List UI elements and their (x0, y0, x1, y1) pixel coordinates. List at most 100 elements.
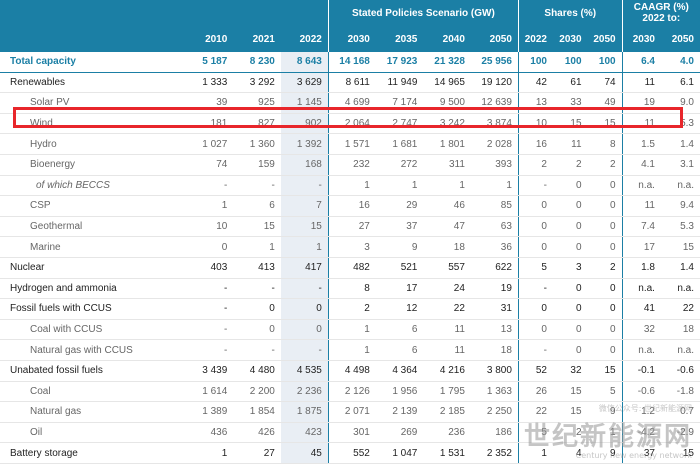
table-cell: 100 (587, 52, 623, 73)
table-cell: 1 (587, 422, 623, 444)
table-cell: 1 875 (280, 401, 329, 423)
table-cell: 3 439 (185, 360, 234, 382)
row-label: Unabated fossil fuels (0, 360, 186, 382)
table-cell: -1.8 (660, 381, 700, 403)
table-cell: 0 (587, 319, 623, 341)
table-cell: 1.5 (621, 133, 661, 155)
table-cell: 1 (423, 175, 471, 197)
table-cell: 168 (280, 154, 329, 176)
row-label: Natural gas with CCUS (0, 339, 186, 361)
table-cell: 31 (470, 298, 519, 320)
table-cell: 1 531 (423, 442, 471, 464)
table-cell: 5 (517, 257, 553, 279)
table-cell: 7 (280, 195, 329, 217)
table-cell: 2 200 (233, 381, 281, 403)
table-cell: 15 (233, 216, 281, 238)
table-cell: 85 (470, 195, 519, 217)
table-cell: 74 (185, 154, 234, 176)
share-year-header: 2030 (552, 26, 588, 52)
table-cell: 15 (660, 442, 700, 464)
table-cell: 37 (375, 216, 424, 238)
table-row: CSP 1 6 7 16 29 46 85 0 0 0 11 9.4 (0, 195, 700, 217)
table-cell: - (233, 339, 281, 361)
table-cell: 11 (423, 319, 471, 341)
table-cell: 42 (517, 72, 553, 94)
table-cell: 0 (517, 319, 553, 341)
table-cell: 25 956 (470, 52, 519, 73)
table-cell: 557 (423, 257, 471, 279)
table-cell: 1 333 (185, 72, 234, 94)
table-cell: - (185, 278, 234, 300)
table-cell: 232 (327, 154, 376, 176)
row-label: Total capacity (0, 52, 186, 73)
table-cell: 0 (587, 298, 623, 320)
table-cell: 2 (327, 298, 376, 320)
table-cell: 21 328 (423, 52, 471, 73)
table-cell: - (280, 175, 329, 197)
table-cell: 3 (552, 257, 588, 279)
table-cell: 1 (375, 175, 424, 197)
table-cell: 5 187 (185, 52, 234, 73)
table-cell: 0 (233, 319, 281, 341)
table-cell: 2 (552, 154, 588, 176)
row-label: Oil (0, 422, 186, 444)
table-cell: 10 (517, 113, 553, 135)
table-cell: 0 (517, 216, 553, 238)
table-cell: 2 071 (327, 401, 376, 423)
table-cell: 19 (621, 92, 661, 114)
table-cell: 11 (621, 113, 661, 135)
row-label: Coal with CCUS (0, 319, 186, 341)
table-cell: 2 028 (470, 133, 519, 155)
table-cell: 1 027 (185, 133, 234, 155)
table-cell: 7.4 (621, 216, 661, 238)
table-cell: 0 (280, 319, 329, 341)
year-header: 2050 (470, 26, 519, 52)
row-label: Renewables (0, 72, 186, 94)
table-cell: 3 (327, 236, 376, 258)
table-cell: 15 (587, 360, 623, 382)
table-row: Battery storage 1 27 45 552 1 047 1 531 2 352 1 4… (0, 442, 700, 464)
table-cell: 18 (660, 319, 700, 341)
table-cell: 37 (621, 442, 661, 464)
table-cell: - (185, 175, 234, 197)
scenario-header: Stated Policies Scenario (GW) (327, 0, 519, 26)
table-cell: 1 363 (470, 381, 519, 403)
table-cell: 6.1 (660, 72, 700, 94)
table-row: Geothermal 10 15 15 27 37 47 63 0 0 0 7.4 5.3 (0, 216, 700, 238)
table-cell: 417 (280, 257, 329, 279)
table-cell: 186 (470, 422, 519, 444)
table-cell: 902 (280, 113, 329, 135)
table-cell: 1 (185, 195, 234, 217)
table-cell: 0 (552, 298, 588, 320)
table-cell: 26 (517, 381, 553, 403)
table-cell: 2 (587, 154, 623, 176)
table-cell: 0 (185, 236, 234, 258)
table-cell: 11 (423, 339, 471, 361)
table-cell: 413 (233, 257, 281, 279)
table-cell: 11 949 (375, 72, 424, 94)
table-row: Wind 181 827 902 2 064 2 747 3 242 3 874 10 15 15 1… (0, 113, 700, 135)
table-cell: 0 (552, 216, 588, 238)
table-cell: 2 747 (375, 113, 424, 135)
table-row: Bioenergy 74 159 168 232 272 311 393 2 2 2 4.1 3.1 (0, 154, 700, 176)
table-cell: 269 (375, 422, 424, 444)
table-cell: 0 (587, 195, 623, 217)
table-cell: 1 (280, 236, 329, 258)
table-cell: 1 795 (423, 381, 471, 403)
table-row: Renewables 1 333 3 292 3 629 8 611 11 949 14 9… (0, 72, 700, 94)
table-cell: 0 (517, 298, 553, 320)
table-cell: - (185, 298, 234, 320)
table-cell: 13 (470, 319, 519, 341)
table-cell: 1 360 (233, 133, 281, 155)
table-cell: 9 (587, 442, 623, 464)
table-cell: 12 639 (470, 92, 519, 114)
table-cell: 1 389 (185, 401, 234, 423)
table-cell: 4 (552, 442, 588, 464)
table-cell: - (517, 278, 553, 300)
table-cell: - (185, 319, 234, 341)
table-cell: 4 498 (327, 360, 376, 382)
table-cell: n.a. (660, 278, 700, 300)
row-label: Natural gas (0, 401, 186, 423)
table-cell: 4.0 (660, 52, 700, 73)
table-cell: 0 (587, 175, 623, 197)
